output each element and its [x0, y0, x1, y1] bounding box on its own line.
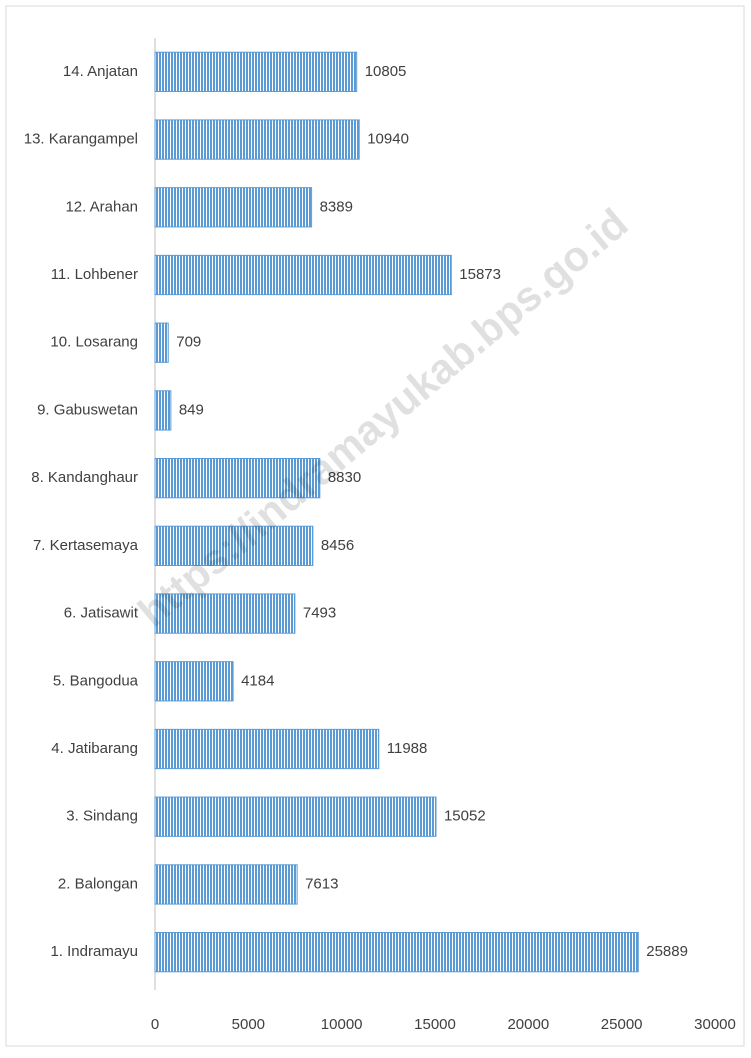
value-label: 11988: [387, 740, 428, 757]
value-label: 8830: [328, 469, 361, 486]
y-tick-label: 13. Karangampel: [24, 131, 138, 148]
bar: [154, 458, 321, 499]
y-tick-label: 11. Lohbener: [51, 266, 138, 283]
bar: [154, 254, 452, 296]
value-label: 709: [176, 334, 201, 351]
y-tick-label: 4. Jatibarang: [51, 740, 138, 757]
x-tick-label: 10000: [321, 1016, 363, 1033]
bar: [154, 932, 639, 973]
y-tick-label: 14. Anjatan: [63, 63, 138, 80]
y-tick-label: 7. Kertasemaya: [33, 537, 139, 554]
y-tick-label: 10. Losarang: [50, 334, 138, 351]
x-tick-label: 30000: [694, 1016, 736, 1033]
y-tick-label: 12. Arahan: [65, 198, 138, 215]
bar: [154, 51, 358, 92]
x-tick-label: 15000: [414, 1016, 456, 1033]
value-label: 8389: [320, 198, 353, 215]
y-tick-label: 2. Balongan: [58, 875, 138, 892]
bar: [154, 864, 298, 905]
x-tick-label: 25000: [601, 1016, 643, 1033]
x-tick-label: 20000: [507, 1016, 549, 1033]
value-label: 849: [179, 401, 204, 418]
x-tick-label: 0: [151, 1016, 159, 1033]
value-label: 10940: [367, 131, 409, 148]
bar: [154, 661, 234, 702]
value-label: 7493: [303, 605, 336, 622]
value-label: 8456: [321, 537, 354, 554]
x-tick-label: 5000: [232, 1016, 265, 1033]
y-tick-label: 5. Bangodua: [53, 672, 139, 689]
value-label: 7613: [305, 875, 338, 892]
y-tick-label: 3. Sindang: [66, 808, 138, 825]
bar: [154, 796, 437, 837]
bar: [154, 390, 172, 431]
bar: [154, 593, 296, 634]
y-tick-label: 9. Gabuswetan: [37, 401, 138, 418]
bar: [154, 525, 314, 566]
bar: [154, 322, 169, 363]
chart-frame: [5, 5, 745, 1047]
value-label: 25889: [646, 943, 688, 960]
value-label: 4184: [241, 672, 274, 689]
value-label: 15052: [444, 808, 486, 825]
bar: [154, 119, 360, 160]
y-tick-label: 6. Jatisawit: [64, 605, 139, 622]
value-label: 15873: [459, 266, 501, 283]
bar: [154, 187, 313, 228]
bar: [154, 728, 380, 770]
y-tick-label: 1. Indramayu: [50, 943, 138, 960]
value-label: 10805: [365, 63, 407, 80]
y-tick-label: 8. Kandanghaur: [31, 469, 138, 486]
